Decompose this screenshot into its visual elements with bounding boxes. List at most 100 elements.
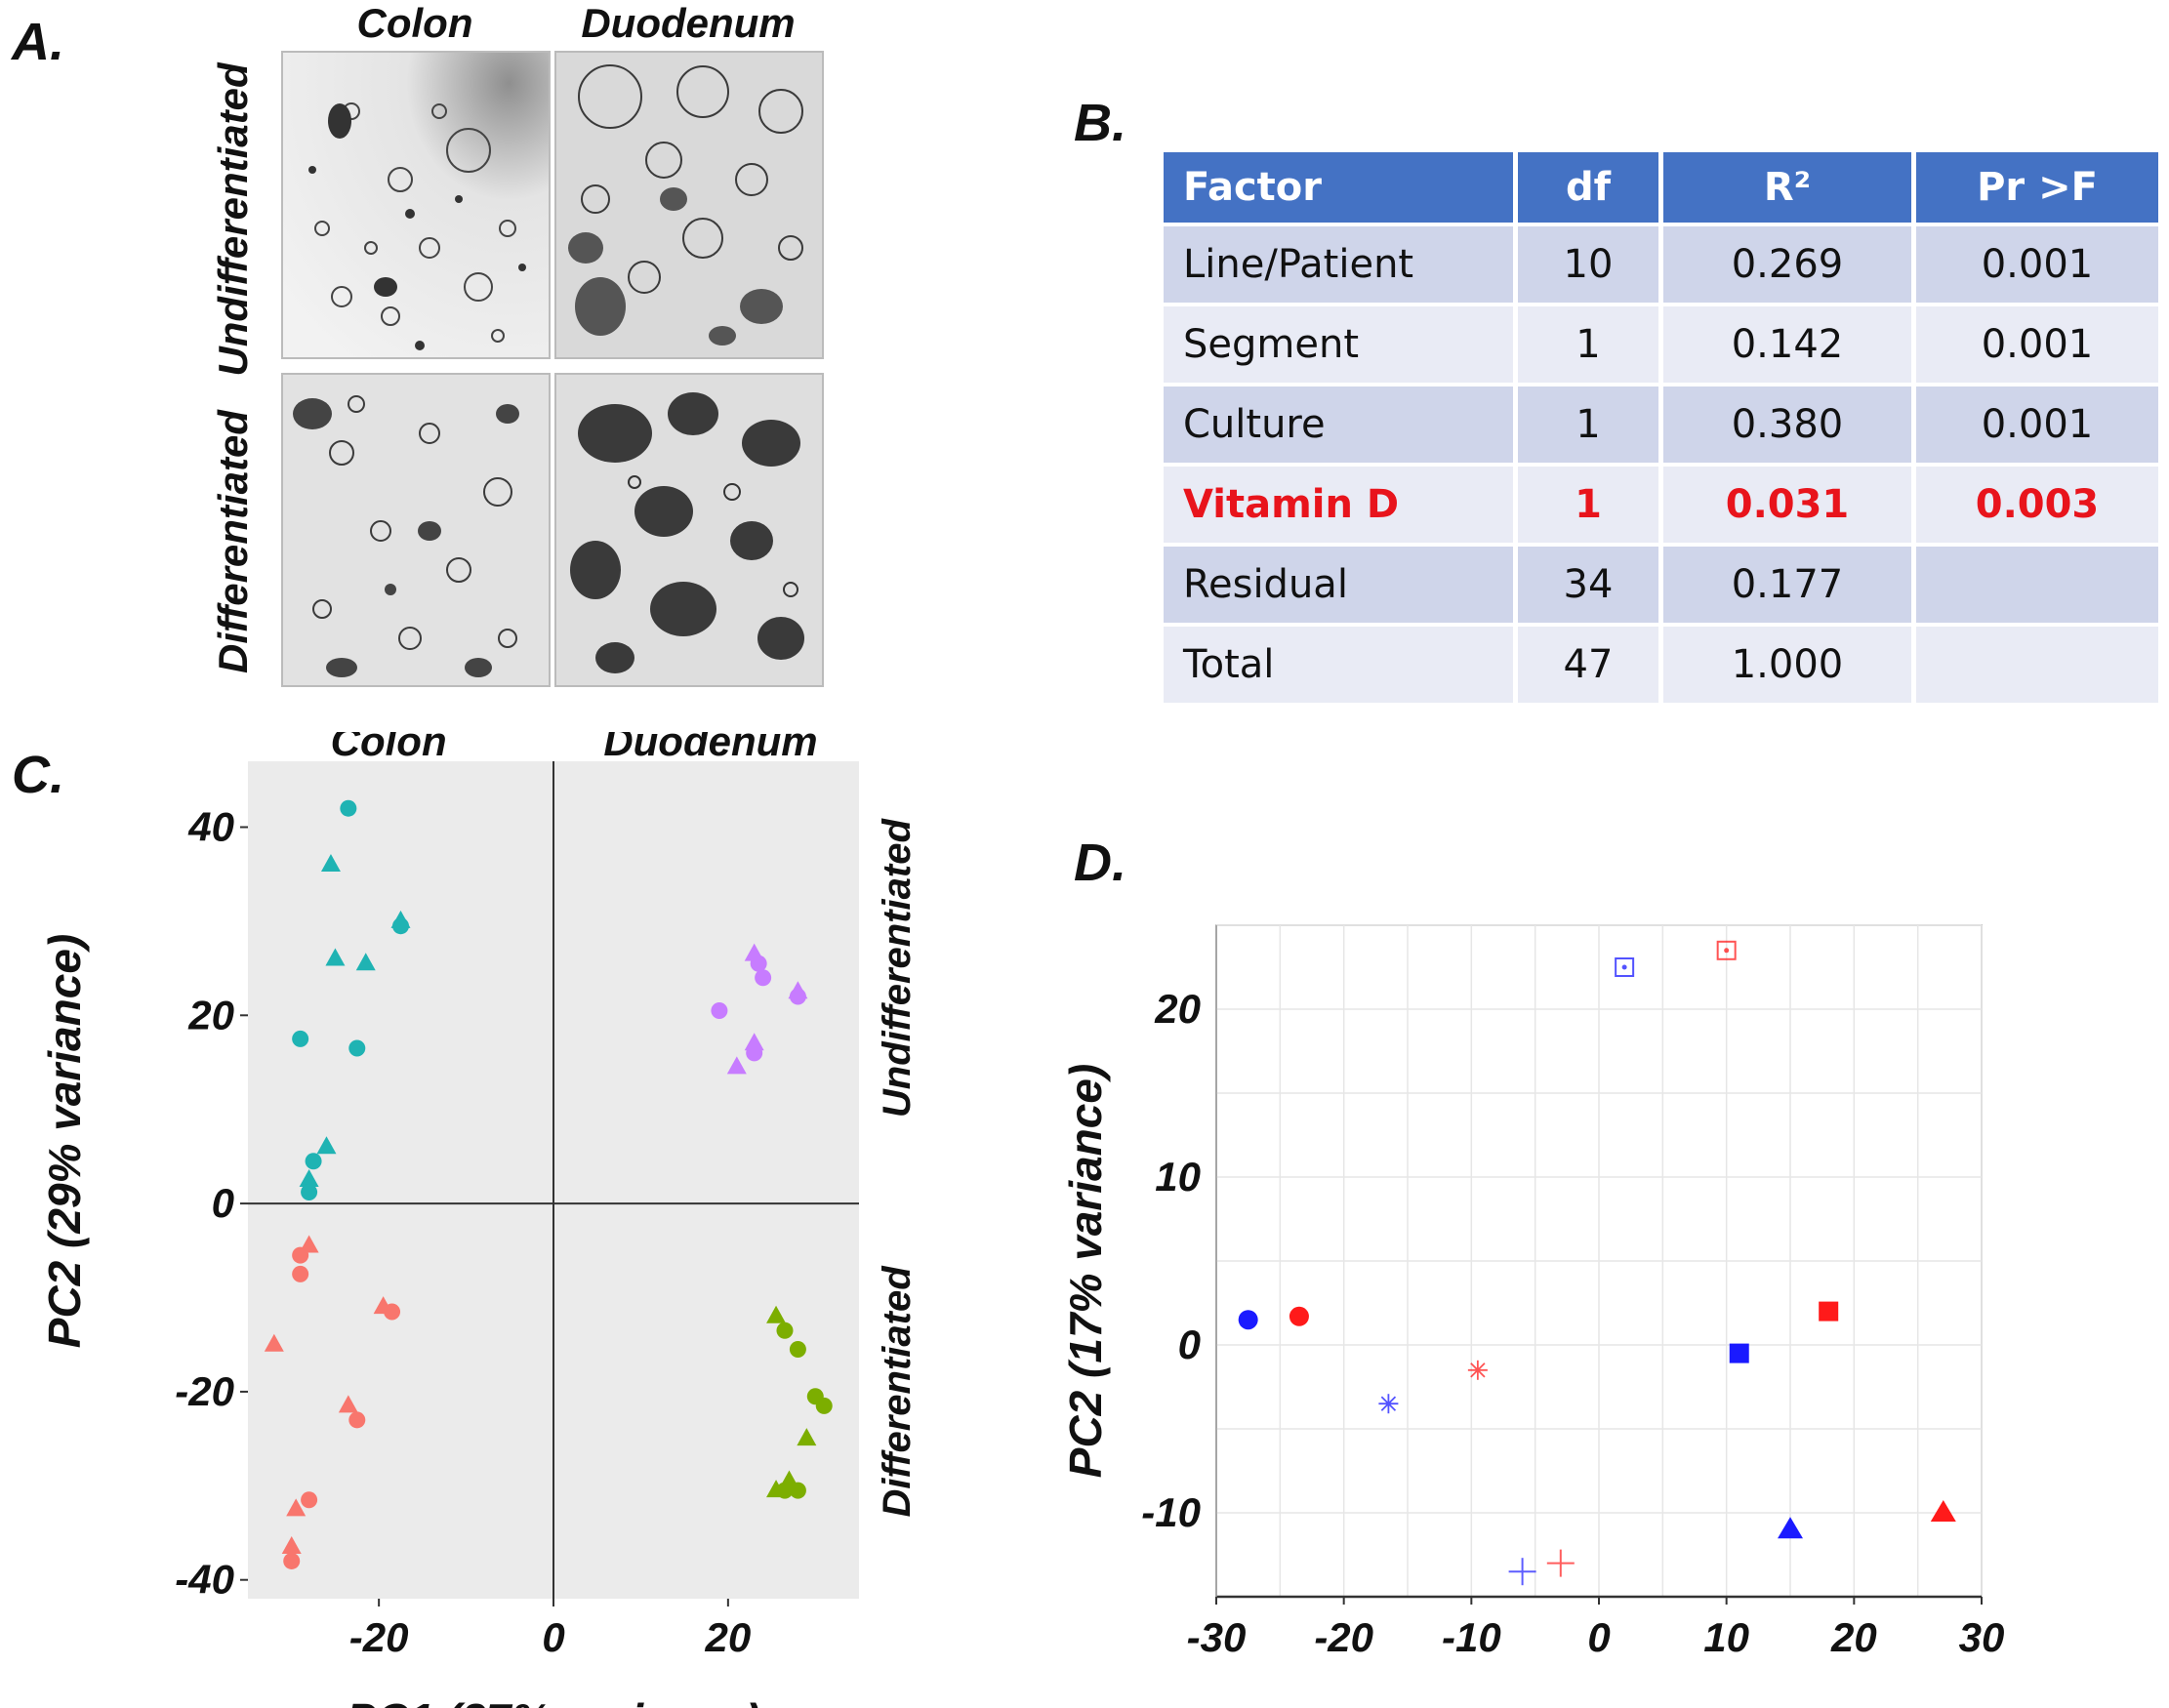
data-point-triangle (1778, 1517, 1803, 1539)
y-tick-label: -10 (1141, 1489, 1201, 1535)
data-point-circle (292, 1246, 309, 1264)
data-point-triangle (299, 1169, 319, 1187)
data-point-circle (301, 1491, 318, 1509)
panel-d-label: D. (1074, 834, 1126, 892)
data-point-circle (292, 1030, 309, 1047)
data-point-circle (348, 1039, 366, 1057)
micrograph-duodenum-undiff-svg (556, 53, 822, 357)
micrograph-colon-undifferentiated (281, 51, 551, 359)
micrograph-duodenum-undifferentiated (554, 51, 824, 359)
data-point-asterisk (1378, 1394, 1399, 1414)
cell-p: 0.001 (1916, 306, 2158, 383)
y-tick-label: 20 (187, 992, 234, 1037)
data-point-circle (1289, 1306, 1309, 1326)
asterisk-center (1475, 1367, 1481, 1373)
cell-p (1916, 547, 2158, 623)
micrograph-colon-undiff-svg (283, 53, 549, 357)
x-tick-label: 30 (1959, 1614, 2005, 1660)
data-point-circle (776, 1322, 794, 1339)
data-point-plus (1546, 1549, 1575, 1577)
cell-df: 1 (1518, 467, 1658, 543)
table-row-highlighted: Vitamin D 1 0.031 0.003 (1164, 467, 2158, 543)
data-point-square (1819, 1301, 1839, 1322)
cell-p (1916, 627, 2158, 703)
cell-df: 47 (1518, 627, 1658, 703)
micrograph-colon-differentiated (281, 373, 551, 687)
data-point-triangle (281, 1535, 302, 1554)
data-point-triangle (797, 1428, 817, 1446)
cell-r2: 0.142 (1663, 306, 1911, 383)
y-axis-title: PC2 (29% variance) (39, 934, 90, 1348)
data-point-circle (292, 1265, 309, 1282)
micrograph-duodenum-differentiated (554, 373, 824, 687)
y-tick-label: 0 (212, 1180, 234, 1226)
table-row: Total 47 1.000 (1164, 627, 2158, 703)
dotted-square-dot (1724, 948, 1730, 954)
y-tick-label: -20 (175, 1368, 234, 1414)
x-axis-title: PC1 (34% variance) (1372, 1700, 1786, 1708)
cell-factor: Total (1164, 627, 1513, 703)
header-pr-f: Pr >F (1916, 152, 2158, 223)
data-point-circle (301, 1184, 318, 1201)
facet-header-colon: Colon (331, 732, 447, 764)
data-point-circle (392, 917, 409, 935)
data-point-triangle (316, 1136, 337, 1155)
data-point-circle (348, 1411, 366, 1429)
data-point-triangle (355, 953, 376, 971)
data-point-triangle (264, 1333, 284, 1352)
cell-p: 0.003 (1916, 467, 2158, 543)
x-tick-label: -20 (349, 1614, 409, 1660)
data-point-plus (1508, 1558, 1536, 1586)
cell-r2: 0.177 (1663, 547, 1911, 623)
y-tick-label: 40 (187, 803, 234, 849)
panel-a-label: A. (12, 13, 64, 71)
data-point-circle (746, 1044, 763, 1062)
dotted-square-outline (1716, 940, 1737, 960)
data-point-triangle (726, 1056, 747, 1075)
table-row: Culture 1 0.380 0.001 (1164, 386, 2158, 463)
table-row: Residual 34 0.177 (1164, 547, 2158, 623)
facet-header-duodenum: Duodenum (603, 732, 817, 764)
data-point-square (1729, 1343, 1749, 1363)
micrograph-colon-diff-svg (283, 375, 549, 685)
cell-p: 0.001 (1916, 226, 2158, 303)
cell-factor: Line/Patient (1164, 226, 1513, 303)
data-point-dotted-square (1615, 957, 1635, 977)
x-tick-label: 0 (542, 1614, 564, 1660)
data-point-circle (755, 969, 772, 987)
dotted-square-dot (1621, 964, 1627, 970)
cell-df: 1 (1518, 386, 1658, 463)
x-tick-label: -10 (1442, 1614, 1501, 1660)
data-point-circle (776, 1482, 794, 1499)
panel-d-pca-chart: D. -30 -20 -10 0 10 20 30 20 10 0 -10 PC1 (34% varia… (1060, 834, 2005, 1708)
panel-c-label: C. (12, 746, 64, 804)
panel-a-row-header-differentiated: Differentiated (210, 410, 256, 673)
data-point-circle (1238, 1310, 1258, 1330)
panel-c-pca-chart: C. Colon Duodenum Undifferentiated Different… (12, 732, 919, 1708)
table-row: Segment 1 0.142 0.001 (1164, 306, 2158, 383)
panel-a-col-header-colon: Colon (356, 0, 473, 46)
cell-r2: 0.380 (1663, 386, 1911, 463)
cell-df: 34 (1518, 547, 1658, 623)
cell-factor: Vitamin D (1164, 467, 1513, 543)
header-df: df (1518, 152, 1658, 223)
data-point-triangle (744, 1033, 764, 1051)
x-tick-label: 0 (1587, 1614, 1610, 1660)
y-tick-label: 10 (1155, 1154, 1201, 1200)
y-tick-label: 0 (1178, 1322, 1201, 1367)
x-tick-label: 20 (704, 1614, 751, 1660)
permanova-table: Factor df R² Pr >F Line/Patient 10 0.269… (1159, 148, 2163, 707)
data-point-circle (750, 955, 767, 972)
data-point-circle (789, 1482, 806, 1499)
x-tick-label: -30 (1187, 1614, 1247, 1660)
data-point-dotted-square (1716, 940, 1737, 960)
data-point-triangle (766, 1305, 787, 1323)
header-factor: Factor (1164, 152, 1513, 223)
cell-p: 0.001 (1916, 386, 2158, 463)
data-point-circle (283, 1552, 301, 1569)
cell-factor: Segment (1164, 306, 1513, 383)
dotted-square-outline (1615, 957, 1635, 977)
data-point-circle (815, 1397, 833, 1414)
cell-df: 1 (1518, 306, 1658, 383)
cell-r2: 0.269 (1663, 226, 1911, 303)
